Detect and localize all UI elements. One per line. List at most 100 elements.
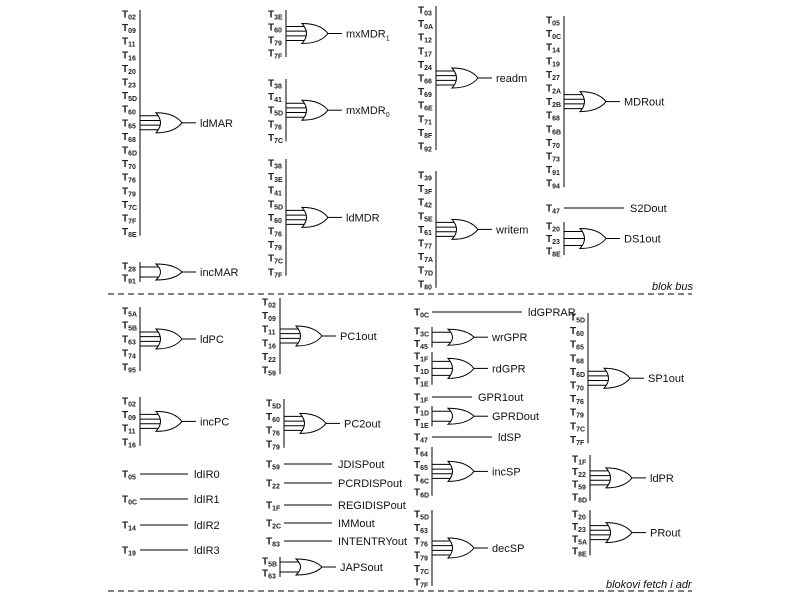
input-signal-index: 16: [128, 55, 136, 62]
output-signal-label: PC1out: [340, 331, 377, 343]
input-signal-index: 47: [420, 438, 428, 445]
input-signal-label: T38: [268, 159, 282, 171]
block-ldGPRAR: T0C ldGPRAR: [414, 307, 576, 320]
input-signal-index: 6E: [424, 106, 433, 113]
input-signal-label: T22: [266, 479, 280, 491]
input-signal-index: 6D: [420, 492, 429, 499]
input-signal-label: T22: [572, 467, 586, 479]
input-signal-index: 09: [128, 28, 136, 35]
input-signal-index: 60: [274, 28, 282, 35]
input-signal-label: T02: [122, 397, 136, 409]
input-signal-label: T1E: [414, 418, 429, 430]
input-signal-index: 14: [128, 526, 136, 533]
input-signal-label: T79: [268, 240, 282, 252]
output-signal-label: incMAR: [200, 267, 239, 279]
input-signal-label: T76: [122, 173, 136, 185]
input-signal-index: 11: [268, 330, 276, 337]
bus-section-label: blok bus: [652, 281, 693, 293]
output-signal-label: ldIR0: [194, 469, 220, 481]
input-signal-index: 66: [424, 79, 432, 86]
output-signal-name: incSP: [492, 466, 521, 478]
output-signal-name: PC1out: [340, 331, 377, 343]
input-signal-label: T7A: [418, 252, 433, 264]
input-signal-index: 77: [424, 244, 432, 251]
input-signal-label: T95: [122, 363, 136, 375]
input-signal-index: 5B: [268, 562, 277, 569]
gate-blocks: T02T09T11T16T20T23T5DT60T65T68T6DT70T76T…: [122, 6, 684, 590]
input-signal-index: 5D: [274, 204, 283, 211]
block-PCRDISPout: T22 PCRDISPout: [266, 478, 402, 491]
input-signal-index: 19: [128, 551, 136, 558]
input-signal-index: 20: [578, 515, 586, 522]
input-signal-label: T76: [570, 394, 584, 406]
input-signal-index: 70: [576, 386, 584, 393]
or-gate: [300, 22, 329, 45]
input-signal-label: T6E: [418, 101, 433, 113]
input-signal-label: T8E: [546, 247, 561, 259]
input-signal-index: 1D: [420, 411, 429, 418]
input-signal-index: 09: [268, 316, 276, 323]
or-gate: [450, 67, 479, 89]
input-signal-index: 8E: [578, 552, 587, 559]
input-signal-label: T76: [266, 426, 280, 438]
input-signal-label: T7F: [122, 214, 137, 226]
input-signal-label: T24: [418, 60, 432, 72]
input-signal-index: 65: [576, 345, 584, 352]
input-signal-label: T76: [268, 227, 282, 239]
output-signal-label: ldSP: [498, 432, 521, 444]
input-signal-index: 76: [128, 178, 136, 185]
input-signal-index: 2B: [552, 102, 561, 109]
input-signal-label: T8E: [122, 227, 137, 239]
input-signal-label: T02: [122, 10, 136, 22]
input-signal-label: T94: [546, 179, 560, 191]
input-signal-index: 16: [128, 442, 136, 449]
output-signal-name: JAPSout: [340, 562, 383, 574]
input-signal-index: 5D: [274, 111, 283, 118]
input-signal-label: T1E: [414, 376, 429, 388]
input-signal-index: 6D: [128, 151, 137, 158]
input-signal-index: 83: [272, 542, 280, 549]
input-signal-index: 71: [424, 119, 432, 126]
input-signal-index: 23: [128, 83, 136, 90]
input-signal-index: 6D: [576, 372, 585, 379]
input-signal-label: T41: [268, 186, 282, 198]
input-signal-index: 69: [424, 92, 432, 99]
input-signal-index: 68: [576, 358, 584, 365]
input-signal-index: 5A: [578, 539, 587, 546]
block-ldSP: T47 ldSP: [414, 432, 521, 445]
or-gate: [578, 227, 607, 250]
input-signal-label: T45: [414, 339, 428, 351]
output-signal-label: ldIR3: [194, 545, 220, 557]
input-signal-index: 6B: [552, 129, 561, 136]
input-signal-index: 0C: [128, 500, 137, 507]
or-gate: [294, 558, 323, 576]
input-signal-label: T0C: [122, 495, 137, 507]
input-signal-index: 68: [552, 116, 560, 123]
input-signal-index: 7F: [274, 272, 283, 279]
input-signal-index: 38: [274, 164, 282, 171]
input-signal-index: 17: [424, 51, 432, 58]
input-signal-index: 76: [576, 399, 584, 406]
input-signal-index: 8E: [552, 252, 561, 259]
output-signal-label: SP1out: [648, 373, 684, 385]
input-signal-index: 23: [578, 527, 586, 534]
output-signal-label: PC2out: [344, 418, 381, 430]
input-signal-index: 22: [268, 357, 276, 364]
output-signal-label: PCRDISPout: [338, 478, 402, 490]
input-signal-label: T60: [122, 105, 136, 117]
input-signal-index: 41: [274, 191, 282, 198]
input-signal-index: 63: [268, 574, 276, 581]
input-signal-label: T63: [122, 335, 136, 347]
input-signal-index: 8E: [128, 232, 137, 239]
input-signal-label: T11: [122, 37, 136, 49]
input-signal-label: T5B: [122, 321, 137, 333]
input-signal-index: 70: [552, 143, 560, 150]
input-signal-index: 79: [128, 191, 136, 198]
input-signal-index: 65: [128, 123, 136, 130]
